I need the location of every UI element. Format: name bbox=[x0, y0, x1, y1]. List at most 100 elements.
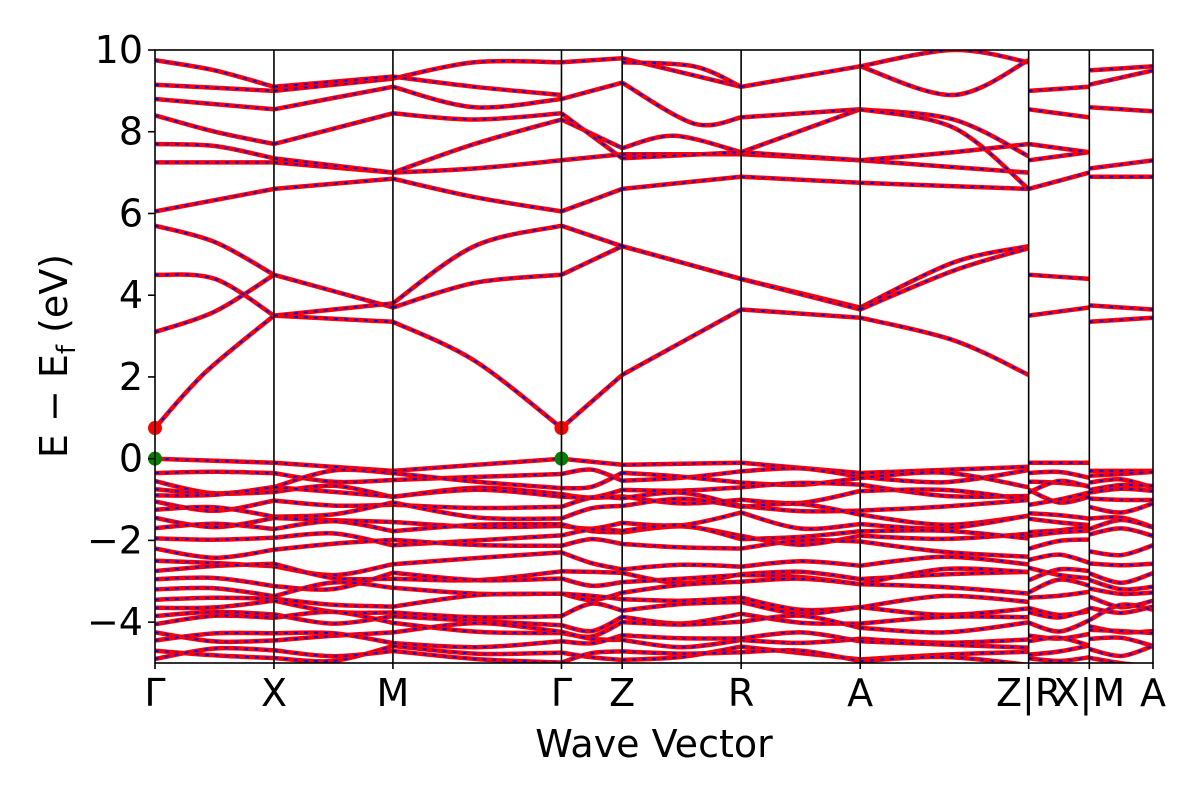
valence-manifold-line-dashed bbox=[561, 592, 623, 601]
conduction-band-line-dashed bbox=[1028, 108, 1090, 119]
valence-manifold-line-dashed bbox=[1028, 566, 1090, 580]
valence-manifold-line-dashed bbox=[1028, 491, 1090, 506]
valence-manifold-line-dashed bbox=[273, 486, 393, 498]
valence-manifold-line-dashed bbox=[1028, 553, 1090, 564]
valence-manifold-line-dashed bbox=[273, 532, 394, 547]
conduction-band-line-dashed bbox=[1028, 306, 1090, 317]
valence-manifold-line-dashed bbox=[622, 638, 742, 649]
conduction-band-line-dashed bbox=[155, 273, 275, 317]
conduction-band-line-dashed bbox=[273, 177, 393, 190]
conduction-band-line-dashed bbox=[273, 157, 394, 174]
conduction-band-c4 bbox=[155, 170, 1153, 277]
valence-manifold-line-dashed bbox=[622, 620, 742, 626]
valence-manifold-line-dashed bbox=[561, 634, 623, 645]
conduction-band-line-dashed bbox=[1028, 171, 1090, 190]
conduction-band-c1 bbox=[155, 305, 1153, 430]
valence-manifold-line-dashed bbox=[561, 551, 623, 571]
conduction-band-line-dashed bbox=[622, 175, 742, 190]
valence-manifold-line-dashed bbox=[1089, 644, 1153, 658]
valence-manifold-line bbox=[392, 471, 562, 483]
valence-manifold-line-dashed bbox=[155, 536, 275, 541]
valence-manifold-line-dashed bbox=[622, 573, 742, 584]
valence-manifold-line-dashed bbox=[741, 490, 861, 505]
valence-manifold-line-dashed bbox=[1028, 479, 1090, 494]
valence-manifold-line-dashed bbox=[1089, 487, 1153, 494]
valence-manifold-line bbox=[1088, 655, 1141, 663]
conduction-band-c8 bbox=[155, 68, 1153, 191]
valence-manifold-line-dashed bbox=[561, 651, 623, 661]
conduction-band-line bbox=[155, 313, 276, 430]
valence-manifold-line-dashed bbox=[1028, 488, 1090, 504]
valence-manifold-line-dashed bbox=[860, 471, 1029, 489]
conduction-band-line-dashed bbox=[273, 302, 394, 317]
conduction-band-line-dashed bbox=[740, 108, 861, 154]
valence-manifold-line-dashed bbox=[155, 596, 275, 601]
x-tick-label: X|M bbox=[1054, 671, 1126, 716]
conduction-band-line-dashed bbox=[273, 75, 393, 88]
valence-manifold-line-dashed bbox=[622, 563, 742, 571]
valence-manifold-line-dashed bbox=[1028, 578, 1090, 594]
valence-manifold-line-dashed bbox=[155, 576, 275, 588]
valence-manifold-line-dashed bbox=[860, 514, 1029, 530]
valence-manifold-line bbox=[392, 533, 562, 548]
x-tick-label: Z bbox=[609, 671, 635, 715]
conduction-band-line-dashed bbox=[273, 85, 394, 111]
valence-manifold-line-dashed bbox=[1088, 578, 1153, 591]
valence-manifold-line bbox=[392, 470, 562, 491]
valence-manifold-line-dashed bbox=[155, 647, 275, 660]
conduction-band-line-dashed bbox=[155, 83, 275, 92]
conduction-band-line-dashed bbox=[561, 224, 623, 248]
valence-manifold-line-dashed bbox=[561, 577, 623, 587]
valence-manifold-line-dashed bbox=[622, 645, 742, 661]
x-axis-ticks: Γ X M Γ Z R A Z|RX|M A bbox=[144, 663, 1166, 716]
valence-manifold-line-dashed bbox=[740, 614, 861, 629]
valence-manifold-line-dashed bbox=[622, 612, 742, 625]
valence-manifold-line bbox=[860, 614, 1029, 626]
valence-manifold-line-dashed bbox=[1089, 470, 1153, 477]
valence-manifold-line-dashed bbox=[860, 594, 1029, 609]
valence-manifold-line-dashed bbox=[622, 543, 742, 550]
valence-manifold-line-dashed bbox=[273, 472, 393, 484]
high-symmetry-lines bbox=[273, 50, 1091, 663]
valence-manifold-line-dashed bbox=[273, 631, 394, 645]
y-tick-label: 10 bbox=[95, 28, 143, 72]
conduction-band-line-dashed bbox=[1089, 159, 1153, 170]
valence-manifold-line bbox=[392, 648, 562, 663]
valence-manifold-line-dashed bbox=[273, 610, 394, 624]
valence-manifold-line-dashed bbox=[622, 596, 742, 602]
valence-manifold-line-dashed bbox=[155, 586, 275, 598]
conduction-band-line-dashed bbox=[392, 224, 562, 305]
valence-manifold-line-dashed bbox=[741, 502, 861, 516]
conduction-band-line-dashed bbox=[621, 81, 742, 127]
y-tick-label: 4 bbox=[119, 273, 143, 317]
valence-manifold-line-dashed bbox=[561, 650, 623, 663]
x-tick-label: X bbox=[261, 671, 287, 715]
valence-manifold-line-dashed bbox=[155, 562, 275, 572]
valence-manifold-line-dashed bbox=[741, 481, 861, 489]
valence-manifold-line-dashed bbox=[860, 567, 1029, 586]
conduction-band-line-dashed bbox=[1028, 273, 1090, 280]
y-tick-label: 8 bbox=[119, 110, 143, 154]
valence-manifold-line-dashed bbox=[741, 573, 861, 586]
valence-manifold-line-dashed bbox=[1028, 608, 1090, 619]
valence-manifold-line-dashed bbox=[155, 610, 275, 617]
conduction-band-line-dashed bbox=[561, 153, 623, 162]
x-tick-label: A bbox=[847, 671, 873, 715]
valence-manifold-line-dashed bbox=[622, 601, 742, 612]
conduction-band-line-dashed bbox=[155, 59, 275, 88]
valence-manifold-line-dashed bbox=[740, 612, 861, 625]
valence-band-line-dashed bbox=[392, 457, 562, 472]
conduction-band-line-dashed bbox=[741, 308, 861, 319]
valence-manifold-line-dashed bbox=[155, 499, 275, 512]
valence-manifold-line-dashed bbox=[1028, 644, 1090, 656]
conduction-band-line-dashed bbox=[561, 187, 623, 213]
conduction-band-c3 bbox=[155, 223, 1030, 318]
conduction-band-line-dashed bbox=[392, 273, 562, 309]
valence-manifold-line bbox=[859, 539, 1029, 560]
x-tick-label: Z|R bbox=[996, 671, 1061, 716]
valence-manifold-line-dashed bbox=[155, 599, 275, 610]
valence-band-line-dashed bbox=[741, 461, 861, 474]
conduction-band-line-dashed bbox=[392, 60, 562, 80]
valence-manifold-line-dashed bbox=[155, 488, 275, 495]
valence-manifold-line-dashed bbox=[273, 499, 393, 507]
